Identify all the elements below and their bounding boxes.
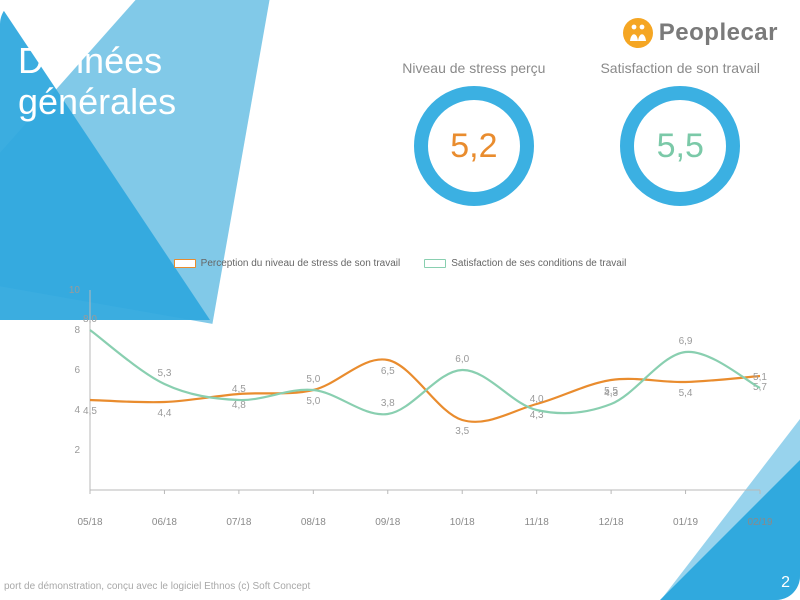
svg-text:10/18: 10/18: [450, 517, 475, 528]
slide: Données générales Peoplecar Niveau de st…: [0, 0, 800, 600]
svg-text:2: 2: [74, 445, 80, 456]
kpi-satisfaction-label: Satisfaction de son travail: [600, 60, 760, 76]
kpi-stress-value: 5,2: [450, 127, 497, 166]
svg-text:8,0: 8,0: [83, 314, 97, 325]
kpi-stress: Niveau de stress perçu 5,2: [402, 60, 545, 206]
kpi-satisfaction-value: 5,5: [657, 127, 704, 166]
svg-text:6,0: 6,0: [455, 354, 469, 365]
svg-text:4,3: 4,3: [604, 388, 618, 399]
kpi-satisfaction: Satisfaction de son travail 5,5: [600, 60, 760, 206]
svg-text:05/18: 05/18: [77, 517, 102, 528]
title-line-2: générales: [18, 81, 176, 122]
svg-text:4,5: 4,5: [232, 384, 246, 395]
title-line-1: Données: [18, 40, 176, 81]
line-chart: 2 4 6 8 10 05/18 06/18 07/18 08/18 09/18 10/18 11/1…: [60, 280, 780, 540]
legend-item-stress: Perception du niveau de stress de son tr…: [174, 258, 401, 269]
svg-text:06/18: 06/18: [152, 517, 177, 528]
logo-badge-icon: [623, 18, 653, 48]
kpi-satisfaction-ring: 5,5: [620, 86, 740, 206]
kpi-stress-label: Niveau de stress perçu: [402, 60, 545, 76]
svg-text:5,0: 5,0: [306, 374, 320, 385]
svg-text:5,1: 5,1: [753, 372, 767, 383]
svg-text:11/18: 11/18: [525, 517, 550, 528]
svg-text:5,3: 5,3: [157, 368, 171, 379]
svg-text:02/19: 02/19: [747, 517, 772, 528]
svg-text:5,4: 5,4: [679, 388, 693, 399]
svg-text:4,4: 4,4: [157, 408, 171, 419]
page-number: 2: [781, 574, 790, 592]
svg-text:09/18: 09/18: [375, 517, 400, 528]
svg-text:4,8: 4,8: [232, 400, 246, 411]
kpi-stress-ring: 5,2: [414, 86, 534, 206]
svg-text:4,0: 4,0: [530, 394, 544, 405]
kpi-row: Niveau de stress perçu 5,2 Satisfaction …: [402, 60, 760, 206]
svg-text:3,5: 3,5: [455, 426, 469, 437]
legend-item-satisfaction: Satisfaction de ses conditions de travai…: [424, 258, 626, 269]
svg-text:6: 6: [74, 365, 80, 376]
svg-text:01/19: 01/19: [673, 517, 698, 528]
footer-text: port de démonstration, conçu avec le log…: [4, 581, 310, 592]
svg-text:8: 8: [74, 325, 80, 336]
svg-text:3,8: 3,8: [381, 398, 395, 409]
chart-legend: Perception du niveau de stress de son tr…: [0, 258, 800, 269]
legend-swatch-stress: [174, 259, 196, 268]
legend-label-stress: Perception du niveau de stress de son tr…: [201, 258, 401, 269]
logo: Peoplecar: [623, 18, 778, 48]
logo-text: Peoplecar: [659, 19, 778, 47]
page-title: Données générales: [18, 40, 176, 123]
svg-text:12/18: 12/18: [599, 517, 624, 528]
svg-text:6,9: 6,9: [679, 336, 693, 347]
legend-label-satisfaction: Satisfaction de ses conditions de travai…: [451, 258, 626, 269]
svg-text:5,0: 5,0: [306, 396, 320, 407]
svg-text:6,5: 6,5: [381, 366, 395, 377]
svg-text:07/18: 07/18: [226, 517, 251, 528]
svg-text:10: 10: [69, 285, 81, 296]
svg-text:4,5: 4,5: [83, 406, 97, 417]
svg-text:08/18: 08/18: [301, 517, 326, 528]
legend-swatch-satisfaction: [424, 259, 446, 268]
svg-text:4: 4: [74, 405, 80, 416]
